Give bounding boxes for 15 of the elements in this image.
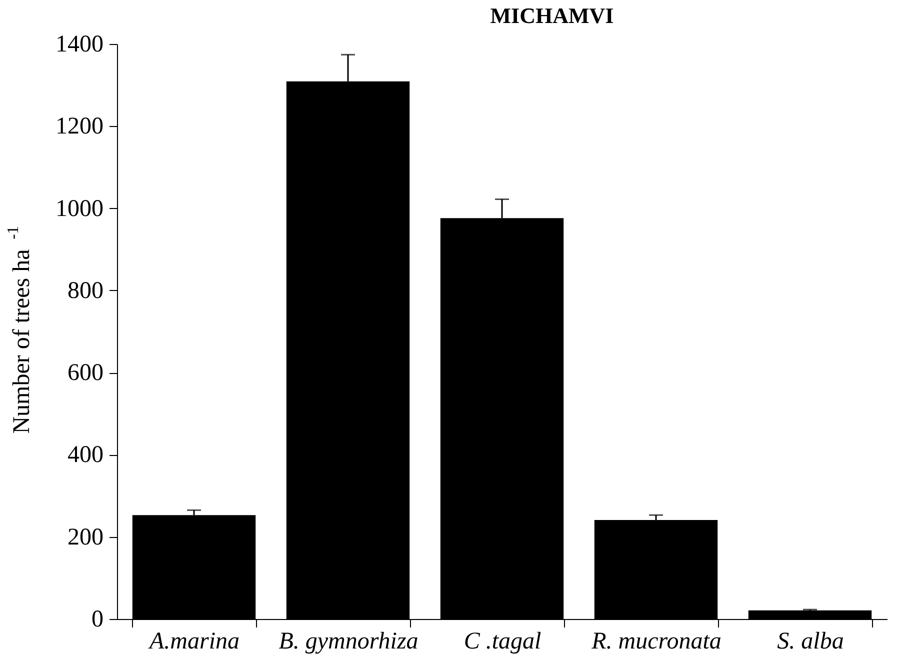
y-tick-label: 600: [68, 360, 104, 386]
y-tick-label: 1200: [56, 114, 104, 140]
y-tick-label: 400: [68, 442, 104, 468]
x-tick-label: A.marina: [148, 628, 240, 654]
x-tick-label: S. alba: [777, 628, 844, 654]
y-tick-label: 800: [68, 278, 104, 304]
chart-title: MICHAMVI: [490, 3, 614, 28]
y-tick-label: 0: [92, 606, 104, 632]
y-axis-title: Number of trees ha-1: [5, 226, 35, 434]
x-tick-label: B. gymnorhiza: [278, 628, 418, 654]
y-tick-label: 1000: [56, 196, 104, 222]
y-tick-label: 200: [68, 524, 104, 550]
x-tick-label: C .tagal: [464, 628, 542, 654]
y-tick-label: 1400: [56, 32, 104, 58]
x-tick-label: R. mucronata: [590, 628, 722, 654]
